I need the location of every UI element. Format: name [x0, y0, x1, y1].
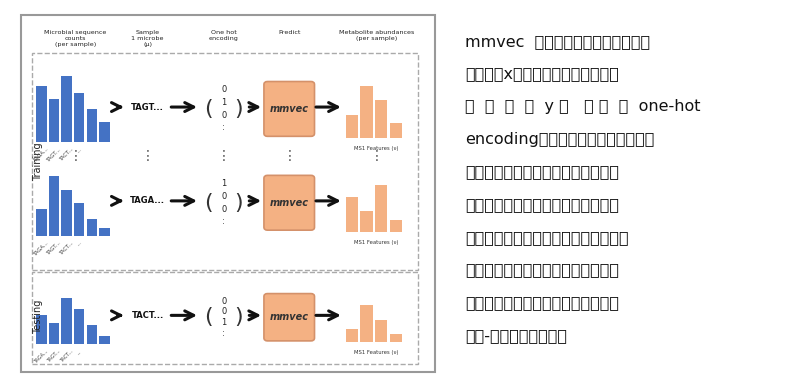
- Text: 0: 0: [221, 205, 226, 214]
- Bar: [375, 100, 387, 138]
- Text: TAGA...: TAGA...: [33, 146, 50, 163]
- Text: :: :: [222, 123, 225, 133]
- Bar: [32, 272, 418, 364]
- Text: 0: 0: [221, 296, 226, 306]
- Text: TACT...: TACT...: [59, 146, 74, 162]
- Bar: [36, 314, 46, 344]
- Bar: [360, 86, 373, 138]
- Text: (: (: [204, 307, 213, 327]
- Text: :: :: [222, 329, 225, 338]
- Bar: [62, 190, 72, 236]
- Text: 度拟合。通过迭代训练，进而预测微: 度拟合。通过迭代训练，进而预测微: [466, 295, 619, 310]
- Text: ): ): [234, 99, 243, 119]
- Bar: [36, 86, 46, 142]
- Bar: [99, 122, 110, 142]
- Text: ...: ...: [76, 240, 83, 247]
- Bar: [74, 309, 85, 344]
- Bar: [74, 203, 85, 236]
- Bar: [32, 52, 418, 270]
- Bar: [390, 334, 402, 342]
- Text: 生物-代谢物关联关系。: 生物-代谢物关联关系。: [466, 328, 567, 343]
- Text: mmvec  分析通过给定单个输入微生: mmvec 分析通过给定单个输入微生: [466, 34, 650, 49]
- Text: Microbial sequence
counts
(per sample): Microbial sequence counts (per sample): [44, 30, 106, 47]
- Bar: [99, 228, 110, 236]
- Bar: [375, 320, 387, 342]
- Bar: [49, 323, 59, 344]
- Text: ⋮: ⋮: [282, 149, 296, 163]
- Bar: [49, 99, 59, 142]
- Bar: [62, 76, 72, 142]
- Text: Metabolite abundances
(per sample): Metabolite abundances (per sample): [338, 30, 414, 41]
- Text: mmvec: mmvec: [270, 198, 309, 208]
- Bar: [360, 305, 373, 342]
- Text: Testing: Testing: [33, 300, 42, 334]
- Text: TACT...: TACT...: [59, 349, 74, 364]
- FancyBboxPatch shape: [264, 294, 314, 341]
- Text: MS1 Features (ν): MS1 Features (ν): [354, 240, 398, 245]
- Text: Training: Training: [33, 142, 42, 181]
- Bar: [99, 336, 110, 344]
- Text: mmvec: mmvec: [270, 104, 309, 114]
- FancyBboxPatch shape: [264, 82, 314, 136]
- Text: 1: 1: [221, 98, 226, 107]
- Text: TACT...: TACT...: [59, 240, 74, 256]
- Text: 出现的概率，通过优化预测关联与真: 出现的概率，通过优化预测关联与真: [466, 197, 619, 212]
- Text: 0: 0: [221, 307, 226, 316]
- Text: 1: 1: [221, 179, 226, 188]
- Text: TAGT...: TAGT...: [46, 146, 62, 162]
- Text: TACT...: TACT...: [131, 311, 164, 320]
- Bar: [390, 123, 402, 138]
- Text: 微生物序列的条件下估算某种代谢物: 微生物序列的条件下估算某种代谢物: [466, 164, 619, 180]
- Text: MS1 Features (ν): MS1 Features (ν): [354, 146, 398, 151]
- Text: TAGA...: TAGA...: [130, 196, 165, 205]
- Text: TAGT...: TAGT...: [131, 103, 164, 111]
- Text: MS1 Features (ν): MS1 Features (ν): [354, 350, 398, 355]
- Text: mmvec: mmvec: [270, 312, 309, 322]
- Bar: [346, 115, 358, 138]
- Bar: [86, 219, 97, 236]
- Bar: [86, 326, 97, 344]
- Text: 实关联的误差对模型的权重进行调整，: 实关联的误差对模型的权重进行调整，: [466, 230, 629, 245]
- Bar: [74, 93, 85, 142]
- Text: encoding）。该训练过程在给定输入: encoding）。该训练过程在给定输入: [466, 132, 655, 147]
- Bar: [360, 211, 373, 232]
- Text: :: :: [222, 217, 225, 226]
- Bar: [346, 197, 358, 232]
- Text: TAGT...: TAGT...: [46, 240, 62, 256]
- Text: (: (: [204, 193, 213, 213]
- Text: ): ): [234, 193, 243, 213]
- Text: ⋮: ⋮: [370, 149, 383, 163]
- Text: 0: 0: [221, 192, 226, 201]
- Bar: [62, 298, 72, 344]
- Text: ⋮: ⋮: [69, 149, 82, 163]
- Text: One hot
encoding: One hot encoding: [209, 30, 238, 41]
- Text: (: (: [204, 99, 213, 119]
- Text: 应  强  度  （  y ）   （ 称  为  one-hot: 应 强 度 （ y ） （ 称 为 one-hot: [466, 99, 701, 114]
- Text: Predict: Predict: [278, 30, 301, 35]
- Text: TAGA...: TAGA...: [33, 240, 50, 257]
- Text: ⋮: ⋮: [217, 149, 230, 163]
- Bar: [375, 185, 387, 232]
- Text: 0: 0: [221, 111, 226, 120]
- Text: 1: 1: [221, 318, 226, 327]
- Bar: [346, 329, 358, 342]
- Text: ): ): [234, 307, 243, 327]
- FancyBboxPatch shape: [264, 175, 314, 230]
- Text: TAGA...: TAGA...: [34, 349, 50, 365]
- Bar: [86, 109, 97, 142]
- Text: ⋮: ⋮: [141, 149, 154, 163]
- Text: ...: ...: [76, 349, 82, 356]
- Text: ...: ...: [76, 146, 83, 153]
- Text: 物序列（x）的情况下预测代谢物响: 物序列（x）的情况下预测代谢物响: [466, 67, 619, 82]
- Text: TAGT...: TAGT...: [46, 349, 62, 364]
- Bar: [49, 177, 59, 236]
- Bar: [390, 220, 402, 232]
- Text: Sample
1 microbe
(μ): Sample 1 microbe (μ): [131, 30, 164, 47]
- Bar: [36, 210, 46, 236]
- Text: 0: 0: [221, 85, 226, 95]
- Text: 在保留样本上进行交叉验证以评估过: 在保留样本上进行交叉验证以评估过: [466, 262, 619, 277]
